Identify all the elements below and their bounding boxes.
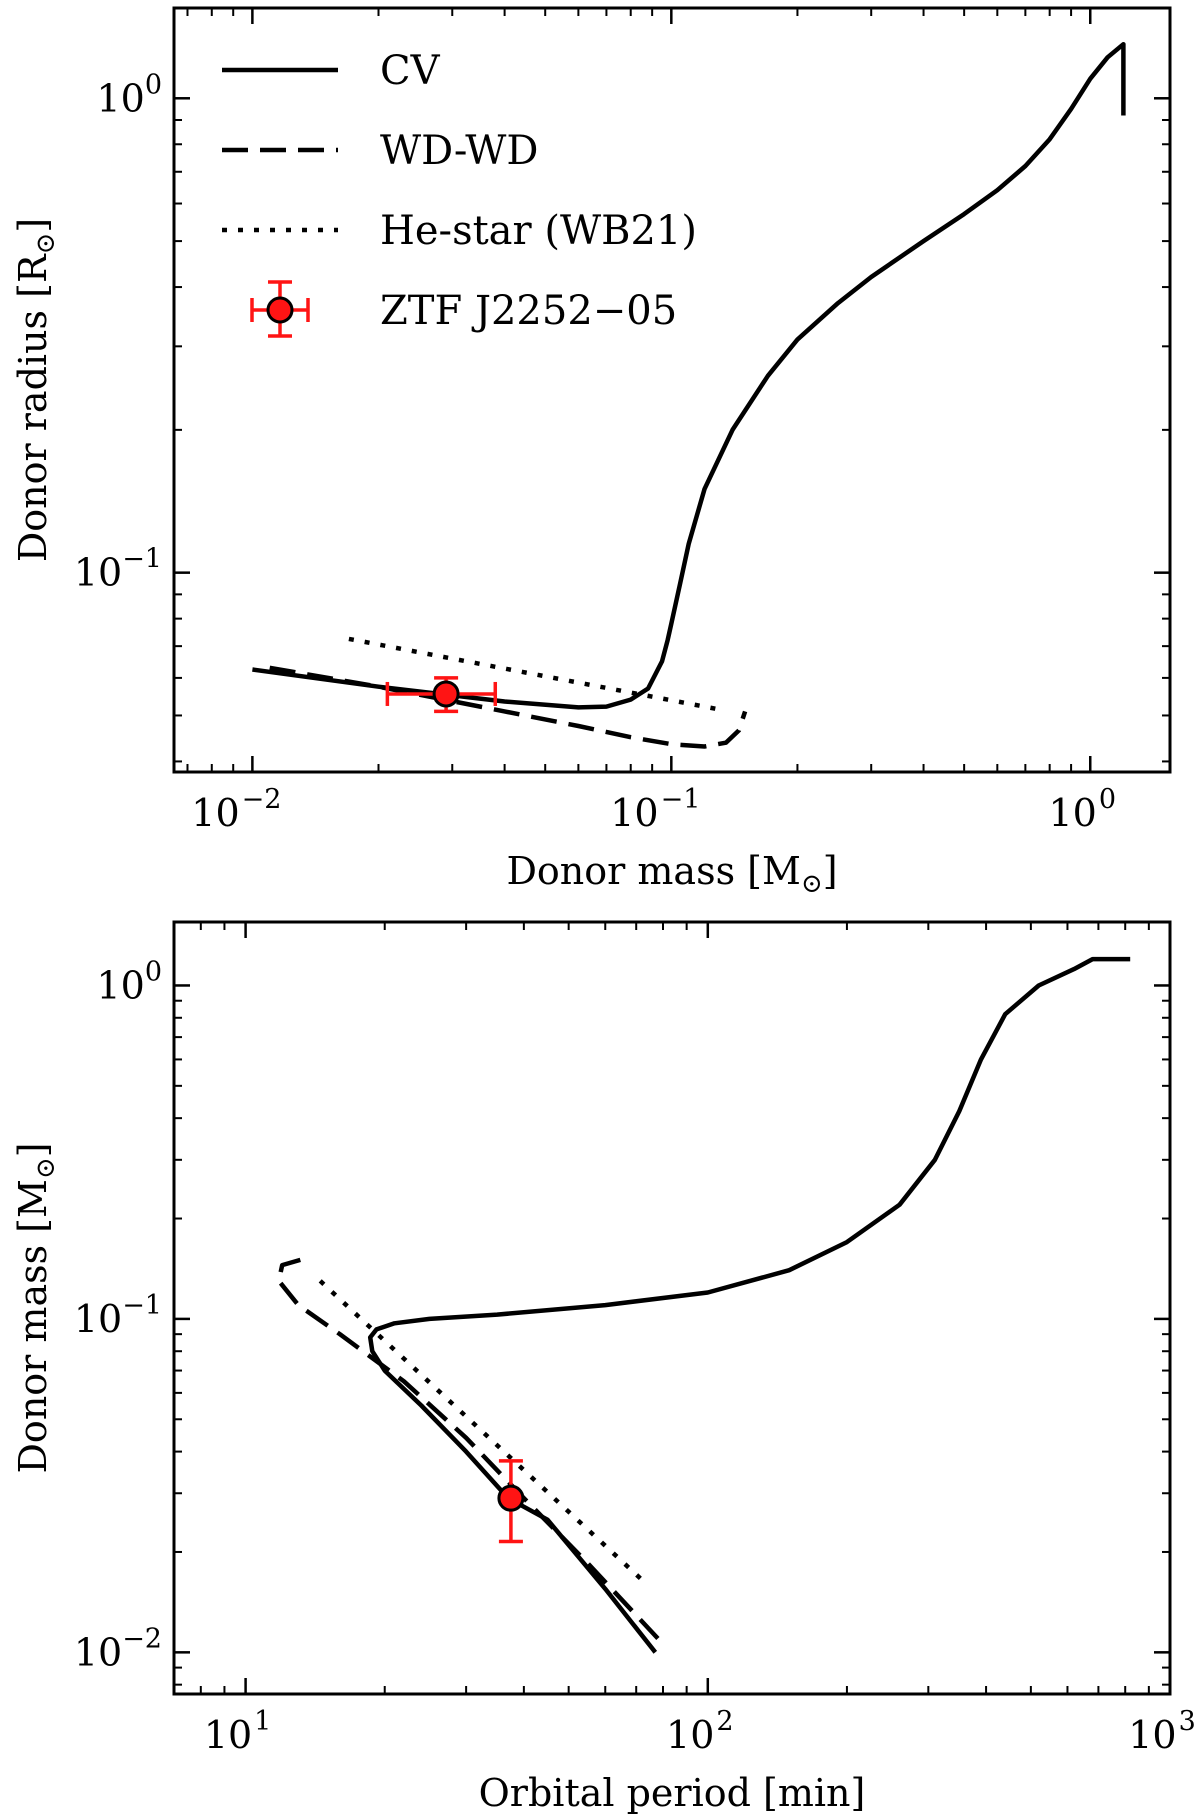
data-point-ztf-j2252-05 xyxy=(497,1484,525,1512)
legend-label: CV xyxy=(380,48,441,94)
x-tick-exponent: 2 xyxy=(716,1706,733,1737)
y-tick-base: 10 xyxy=(74,1630,122,1674)
bottom-y-axis-label: Donor mass [M⊙] xyxy=(11,1142,61,1473)
y-tick-base: 10 xyxy=(96,76,144,120)
y-tick-base: 10 xyxy=(96,963,144,1007)
bottom-axes-frame xyxy=(172,920,1172,1696)
y-tick-exponent: −1 xyxy=(122,1290,162,1321)
data-point-ztf-j2252-05 xyxy=(432,680,460,708)
series-cv xyxy=(367,956,1131,1654)
top-ticks xyxy=(174,8,1170,772)
y-tick-label: 10−2 xyxy=(74,1623,162,1674)
top-y-axis-label: Donor radius [R⊙] xyxy=(11,218,61,562)
y-tick-exponent: −2 xyxy=(122,1623,162,1654)
series-wd-wd xyxy=(276,1256,660,1641)
top-plot-area xyxy=(252,41,1126,749)
top-axes-frame xyxy=(172,6,1172,774)
y-label-close: ] xyxy=(11,1142,55,1157)
y-tick-label: 100 xyxy=(96,956,162,1007)
x-tick-exponent: 0 xyxy=(1099,784,1116,815)
x-tick-label: 10−1 xyxy=(610,784,700,835)
legend-entry: He-star (WB21) xyxy=(222,208,697,254)
x-tick-label: 100 xyxy=(1048,784,1116,835)
y-tick-label: 10−1 xyxy=(74,544,162,595)
bottom-plot-area xyxy=(276,956,1131,1654)
y-label-close: ] xyxy=(11,218,55,233)
series-cv xyxy=(252,41,1126,710)
x-tick-label: 103 xyxy=(1128,1706,1196,1757)
legend-label: He-star (WB21) xyxy=(380,208,697,254)
bottom-ticks xyxy=(174,922,1172,1694)
errorbar-ztf-j2252-05 xyxy=(497,1459,525,1544)
legend-entry: ZTF J2252−05 xyxy=(250,280,677,338)
y-tick-label: 100 xyxy=(96,69,162,120)
x-tick-label: 102 xyxy=(666,1706,734,1757)
legend-label: ZTF J2252−05 xyxy=(380,288,677,334)
x-tick-exponent: −1 xyxy=(661,784,701,815)
legend-entry: WD-WD xyxy=(222,128,538,174)
top-x-axis-label: Donor mass [M⊙] xyxy=(506,849,837,899)
legend: CV WD-WD He-star (WB21) ZTF J2252−05 xyxy=(222,48,697,338)
y-tick-base: 10 xyxy=(74,551,122,595)
x-tick-label: 101 xyxy=(204,1706,272,1757)
legend-entry: CV xyxy=(222,48,441,94)
x-label-close: ] xyxy=(823,849,838,893)
errorbar-ztf-j2252-05 xyxy=(385,676,498,714)
x-tick-exponent: 3 xyxy=(1179,1706,1196,1737)
y-tick-exponent: 0 xyxy=(145,956,162,987)
series-he-star-wb21- xyxy=(318,1279,644,1582)
y-tick-exponent: 0 xyxy=(145,69,162,100)
y-tick-label: 10−1 xyxy=(74,1290,162,1341)
x-tick-label: 10−2 xyxy=(191,784,281,835)
x-tick-exponent: 1 xyxy=(254,1706,271,1737)
legend-label: WD-WD xyxy=(380,128,538,174)
y-tick-base: 10 xyxy=(74,1297,122,1341)
y-tick-exponent: −1 xyxy=(122,544,162,575)
legend-marker xyxy=(266,296,294,324)
x-label-subscript: ⊙ xyxy=(801,869,823,899)
y-label-subscript: ⊙ xyxy=(31,1157,61,1179)
x-tick-exponent: −2 xyxy=(242,784,282,815)
y-label-subscript: ⊙ xyxy=(31,233,61,255)
bottom-x-axis-label: Orbital period [min] xyxy=(479,1771,866,1815)
